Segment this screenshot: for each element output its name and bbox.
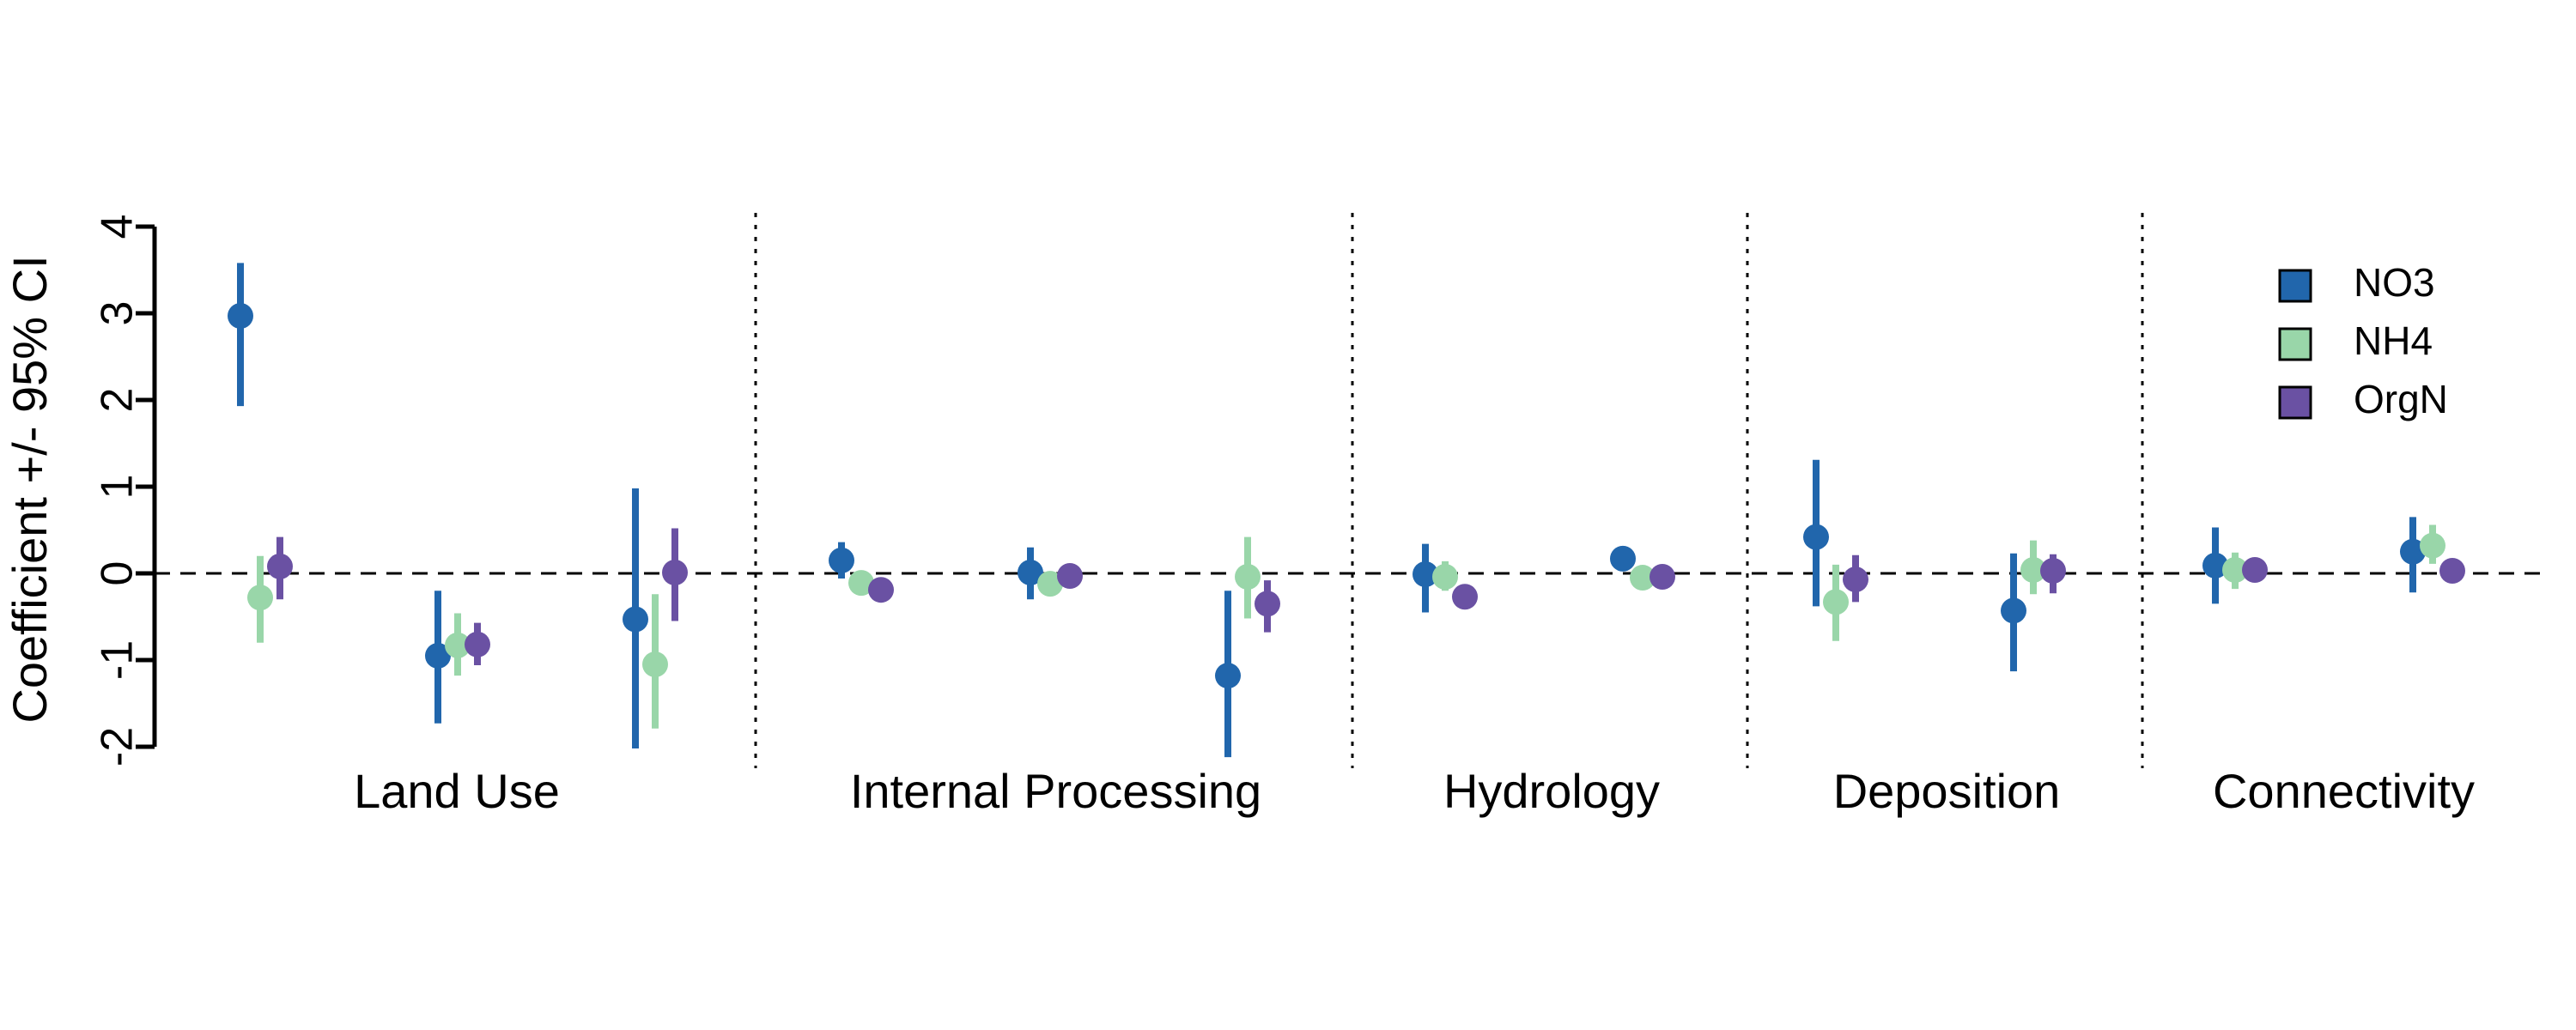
mark-layer xyxy=(228,263,2465,758)
y-tick-label: -1 xyxy=(93,640,143,680)
y-tick-label: -2 xyxy=(93,727,143,766)
data-point xyxy=(2420,532,2445,559)
data-point xyxy=(425,642,451,669)
group-label: Hydrology xyxy=(1443,764,1660,818)
data-point xyxy=(868,577,894,603)
data-point xyxy=(1215,663,1241,689)
data-point xyxy=(2439,557,2465,584)
series-no3 xyxy=(228,263,2426,758)
legend-swatch xyxy=(2278,385,2312,420)
data-point xyxy=(1057,563,1083,590)
data-point xyxy=(2400,538,2426,565)
data-point xyxy=(2020,556,2046,583)
group-label: Deposition xyxy=(1833,764,2061,818)
series-orgn xyxy=(267,528,2465,666)
legend: NO3 NH4 OrgN xyxy=(2278,260,2448,421)
label-layer: Land Use Internal Processing Hydrology Depo… xyxy=(354,764,2475,818)
data-point xyxy=(623,606,648,633)
y-tick-label: 0 xyxy=(93,561,143,586)
y-tick-label: 4 xyxy=(93,215,143,239)
data-point xyxy=(1037,571,1063,597)
data-point xyxy=(465,631,490,657)
data-point xyxy=(1452,584,1478,610)
legend-label: OrgN xyxy=(2354,377,2448,421)
y-axis-label: Coefficient +/- 95% CI xyxy=(3,255,57,723)
legend-label: NH4 xyxy=(2354,318,2433,363)
data-point xyxy=(1630,565,1656,591)
data-point xyxy=(2202,552,2228,579)
data-point xyxy=(1610,545,1636,572)
group-label: Connectivity xyxy=(2213,764,2475,818)
data-point xyxy=(1432,564,1458,591)
series-nh4 xyxy=(247,524,2445,729)
data-point xyxy=(1649,564,1675,591)
y-tick-label: 2 xyxy=(93,388,143,413)
axis-layer: -2 -1 0 1 2 3 4 xyxy=(93,215,157,766)
y-tick-label: 1 xyxy=(93,475,143,500)
data-point xyxy=(1235,564,1261,591)
legend-swatch xyxy=(2278,269,2312,303)
data-point xyxy=(2222,556,2248,583)
data-point xyxy=(247,585,273,611)
data-point xyxy=(445,632,471,658)
y-tick-label: 3 xyxy=(93,301,143,326)
data-point xyxy=(1803,524,1829,550)
data-point xyxy=(829,547,854,573)
data-point xyxy=(662,559,688,585)
data-point xyxy=(1255,591,1280,617)
data-point xyxy=(642,651,668,678)
legend-swatch xyxy=(2278,327,2312,361)
legend-label: NO3 xyxy=(2354,260,2435,305)
data-point xyxy=(1843,566,1868,593)
data-point xyxy=(1413,561,1438,588)
data-point xyxy=(2001,597,2026,624)
data-point xyxy=(267,553,293,579)
data-point xyxy=(228,303,253,330)
data-point xyxy=(848,570,874,597)
group-label: Internal Processing xyxy=(850,764,1261,818)
data-point xyxy=(1823,589,1849,615)
group-label: Land Use xyxy=(354,764,560,818)
data-point xyxy=(2242,556,2268,583)
separator-layer xyxy=(754,213,2144,768)
data-point xyxy=(1018,559,1043,585)
data-point xyxy=(2040,557,2066,584)
